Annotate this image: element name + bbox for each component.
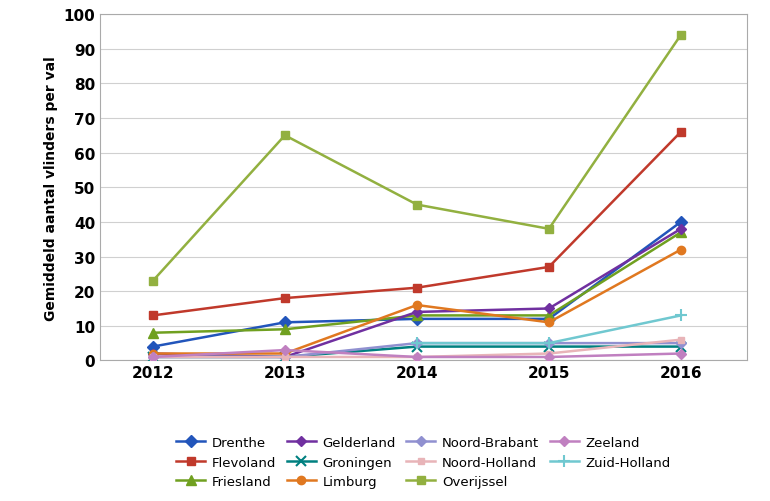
Zuid-Holland: [412, 341, 421, 347]
Drenthe: [544, 316, 554, 322]
Friesland: [280, 327, 290, 333]
Flevoland: [412, 285, 421, 291]
Groningen: [412, 344, 421, 350]
Line: Friesland: Friesland: [148, 228, 686, 338]
Noord-Holland: [544, 351, 554, 357]
Line: Noord-Brabant: Noord-Brabant: [149, 340, 685, 361]
Legend: Drenthe, Flevoland, Friesland, Gelderland, Groningen, Limburg, Noord-Brabant, No: Drenthe, Flevoland, Friesland, Gelderlan…: [169, 429, 678, 495]
Noord-Brabant: [544, 341, 554, 347]
Overijssel: [412, 202, 421, 208]
Drenthe: [676, 219, 685, 225]
Overijssel: [676, 33, 685, 39]
Overijssel: [544, 226, 554, 232]
Limburg: [676, 247, 685, 253]
Gelderland: [149, 351, 158, 357]
Groningen: [280, 354, 290, 360]
Line: Limburg: Limburg: [149, 246, 685, 358]
Noord-Holland: [280, 354, 290, 360]
Y-axis label: Gemiddeld aantal vlinders per val: Gemiddeld aantal vlinders per val: [44, 56, 58, 320]
Limburg: [280, 351, 290, 357]
Drenthe: [149, 344, 158, 350]
Overijssel: [149, 278, 158, 284]
Gelderland: [544, 306, 554, 312]
Flevoland: [149, 313, 158, 319]
Gelderland: [676, 226, 685, 232]
Flevoland: [280, 296, 290, 302]
Line: Groningen: Groningen: [148, 342, 686, 362]
Zeeland: [412, 354, 421, 360]
Drenthe: [412, 316, 421, 322]
Line: Noord-Holland: Noord-Holland: [149, 337, 685, 361]
Line: Zuid-Holland: Zuid-Holland: [410, 310, 687, 350]
Line: Gelderland: Gelderland: [149, 226, 685, 361]
Flevoland: [676, 130, 685, 136]
Groningen: [149, 354, 158, 360]
Zeeland: [280, 347, 290, 353]
Line: Zeeland: Zeeland: [149, 347, 685, 361]
Noord-Brabant: [676, 341, 685, 347]
Zuid-Holland: [676, 313, 685, 319]
Line: Overijssel: Overijssel: [149, 32, 685, 286]
Noord-Brabant: [280, 354, 290, 360]
Line: Flevoland: Flevoland: [149, 128, 685, 320]
Groningen: [676, 344, 685, 350]
Limburg: [544, 320, 554, 326]
Noord-Brabant: [412, 341, 421, 347]
Zeeland: [544, 354, 554, 360]
Overijssel: [280, 133, 290, 139]
Zeeland: [676, 351, 685, 357]
Zeeland: [149, 354, 158, 360]
Noord-Holland: [149, 354, 158, 360]
Friesland: [149, 330, 158, 336]
Groningen: [544, 344, 554, 350]
Flevoland: [544, 265, 554, 271]
Gelderland: [280, 354, 290, 360]
Limburg: [149, 351, 158, 357]
Friesland: [412, 313, 421, 319]
Drenthe: [280, 320, 290, 326]
Noord-Brabant: [149, 354, 158, 360]
Zuid-Holland: [544, 341, 554, 347]
Friesland: [676, 230, 685, 236]
Limburg: [412, 303, 421, 309]
Noord-Holland: [676, 337, 685, 343]
Line: Drenthe: Drenthe: [149, 218, 685, 351]
Gelderland: [412, 309, 421, 315]
Friesland: [544, 313, 554, 319]
Noord-Holland: [412, 354, 421, 360]
